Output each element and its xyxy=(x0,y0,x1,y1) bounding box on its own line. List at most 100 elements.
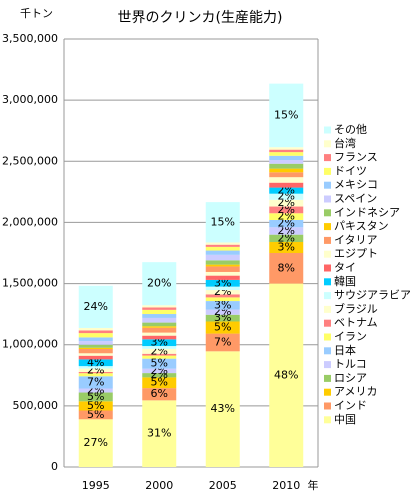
bar-segment xyxy=(205,242,240,245)
y-tick-label: 1,500,000 xyxy=(2,277,58,290)
bar-segment xyxy=(205,351,240,467)
legend-swatch xyxy=(324,278,331,286)
bar-segment xyxy=(142,326,177,328)
bar-segment xyxy=(205,264,240,267)
y-tick-label: 2,000,000 xyxy=(2,215,58,228)
bar-segment xyxy=(142,377,177,389)
legend-swatch xyxy=(324,236,331,244)
bar-segment xyxy=(269,182,304,188)
value-label: 5% xyxy=(151,376,168,389)
legend-swatch xyxy=(324,167,331,175)
bar-segment xyxy=(205,250,240,255)
bar-segment xyxy=(142,400,177,467)
bar-segment xyxy=(269,83,304,148)
bar-segment xyxy=(142,346,177,349)
legend-swatch xyxy=(324,223,331,231)
bar-segment xyxy=(78,401,113,411)
legend-swatch xyxy=(324,402,331,410)
y-axis-label: 千トン xyxy=(20,7,53,20)
x-tick-label: 2005 xyxy=(209,479,237,492)
bar-segment xyxy=(78,333,113,338)
value-label: 3% xyxy=(278,240,295,253)
bar-segment xyxy=(78,368,113,372)
value-label: 24% xyxy=(84,300,108,313)
bar-segment xyxy=(269,163,304,169)
legend-label: ロシア xyxy=(334,371,367,384)
legend-swatch xyxy=(324,126,331,134)
bar-segment xyxy=(269,168,304,173)
legend-swatch xyxy=(324,305,331,313)
legend-label: サウジアラビア xyxy=(334,289,410,302)
bar-segment xyxy=(269,234,304,242)
bar-segment xyxy=(205,290,240,295)
bar-segment xyxy=(142,307,177,310)
bar-segment xyxy=(78,366,113,369)
bar-segment xyxy=(205,301,240,310)
bar-segment xyxy=(205,279,240,287)
bar-segment xyxy=(78,376,113,389)
value-label: 5% xyxy=(87,399,104,412)
legend-label: トルコ xyxy=(334,358,367,371)
bar-segment xyxy=(142,309,177,315)
legend-swatch xyxy=(324,416,331,424)
bar-segment xyxy=(269,149,304,153)
value-label: 3% xyxy=(214,298,231,311)
value-label: 7% xyxy=(87,375,104,388)
legend-label: インドネシア xyxy=(334,206,400,219)
bar-segment xyxy=(142,388,177,401)
value-label: 5% xyxy=(214,321,231,334)
legend-label: インド xyxy=(334,399,367,412)
bar-segment xyxy=(78,344,113,348)
y-tick-label: 1,000,000 xyxy=(2,338,58,351)
legend-swatch xyxy=(324,388,331,396)
legend-label: 台湾 xyxy=(334,136,356,150)
bar-segment xyxy=(78,348,113,354)
bar-segment xyxy=(142,339,177,347)
bar-segment xyxy=(78,330,113,334)
bar-segment xyxy=(78,410,113,420)
bar-segment xyxy=(142,317,177,323)
bar-segment xyxy=(142,332,177,336)
value-label: 5% xyxy=(87,408,104,421)
legend-label: パキスタン xyxy=(334,220,389,233)
bar-segment xyxy=(78,392,113,402)
bar-segment xyxy=(205,333,240,352)
legend-swatch xyxy=(324,319,331,327)
y-tick-label: 2,500,000 xyxy=(2,154,58,167)
legend-swatch xyxy=(324,374,331,382)
legend-swatch xyxy=(324,347,331,355)
bar-segment xyxy=(142,335,177,340)
value-label: 27% xyxy=(84,436,108,449)
bar-segment xyxy=(269,219,304,228)
chart-title: 世界のクリンカ(生産能力) xyxy=(118,10,283,26)
bar-segment xyxy=(142,348,177,354)
bar-segment xyxy=(142,262,177,306)
x-axis-label: 年 xyxy=(308,478,319,492)
bar-segment xyxy=(269,241,304,253)
value-label: 15% xyxy=(211,215,235,228)
bar-segment xyxy=(269,227,304,235)
legend-label: ベトナム xyxy=(334,316,378,329)
bar-segment xyxy=(78,419,113,467)
bar-segment xyxy=(142,353,177,356)
legend-label: 中国 xyxy=(334,413,356,426)
value-label: 6% xyxy=(151,387,168,400)
legend-label: フランス xyxy=(334,151,378,164)
bar-segment xyxy=(78,388,113,393)
legend-swatch xyxy=(324,250,331,258)
bar-segment xyxy=(142,327,177,333)
value-label: 20% xyxy=(147,277,171,290)
bar-segment xyxy=(78,373,113,377)
legend-label: イラン xyxy=(334,330,367,343)
bar-segment xyxy=(205,260,240,265)
bar-segment xyxy=(78,327,113,331)
x-tick-label: 1995 xyxy=(82,479,110,492)
bar-segment xyxy=(205,246,240,251)
bar-segment xyxy=(205,271,240,276)
value-label: 43% xyxy=(211,402,235,415)
bar-segment xyxy=(142,314,177,318)
bar-segment xyxy=(142,305,177,308)
y-tick-label: 0 xyxy=(51,460,58,473)
bar-segment xyxy=(269,187,304,194)
bar-segment xyxy=(205,321,240,334)
